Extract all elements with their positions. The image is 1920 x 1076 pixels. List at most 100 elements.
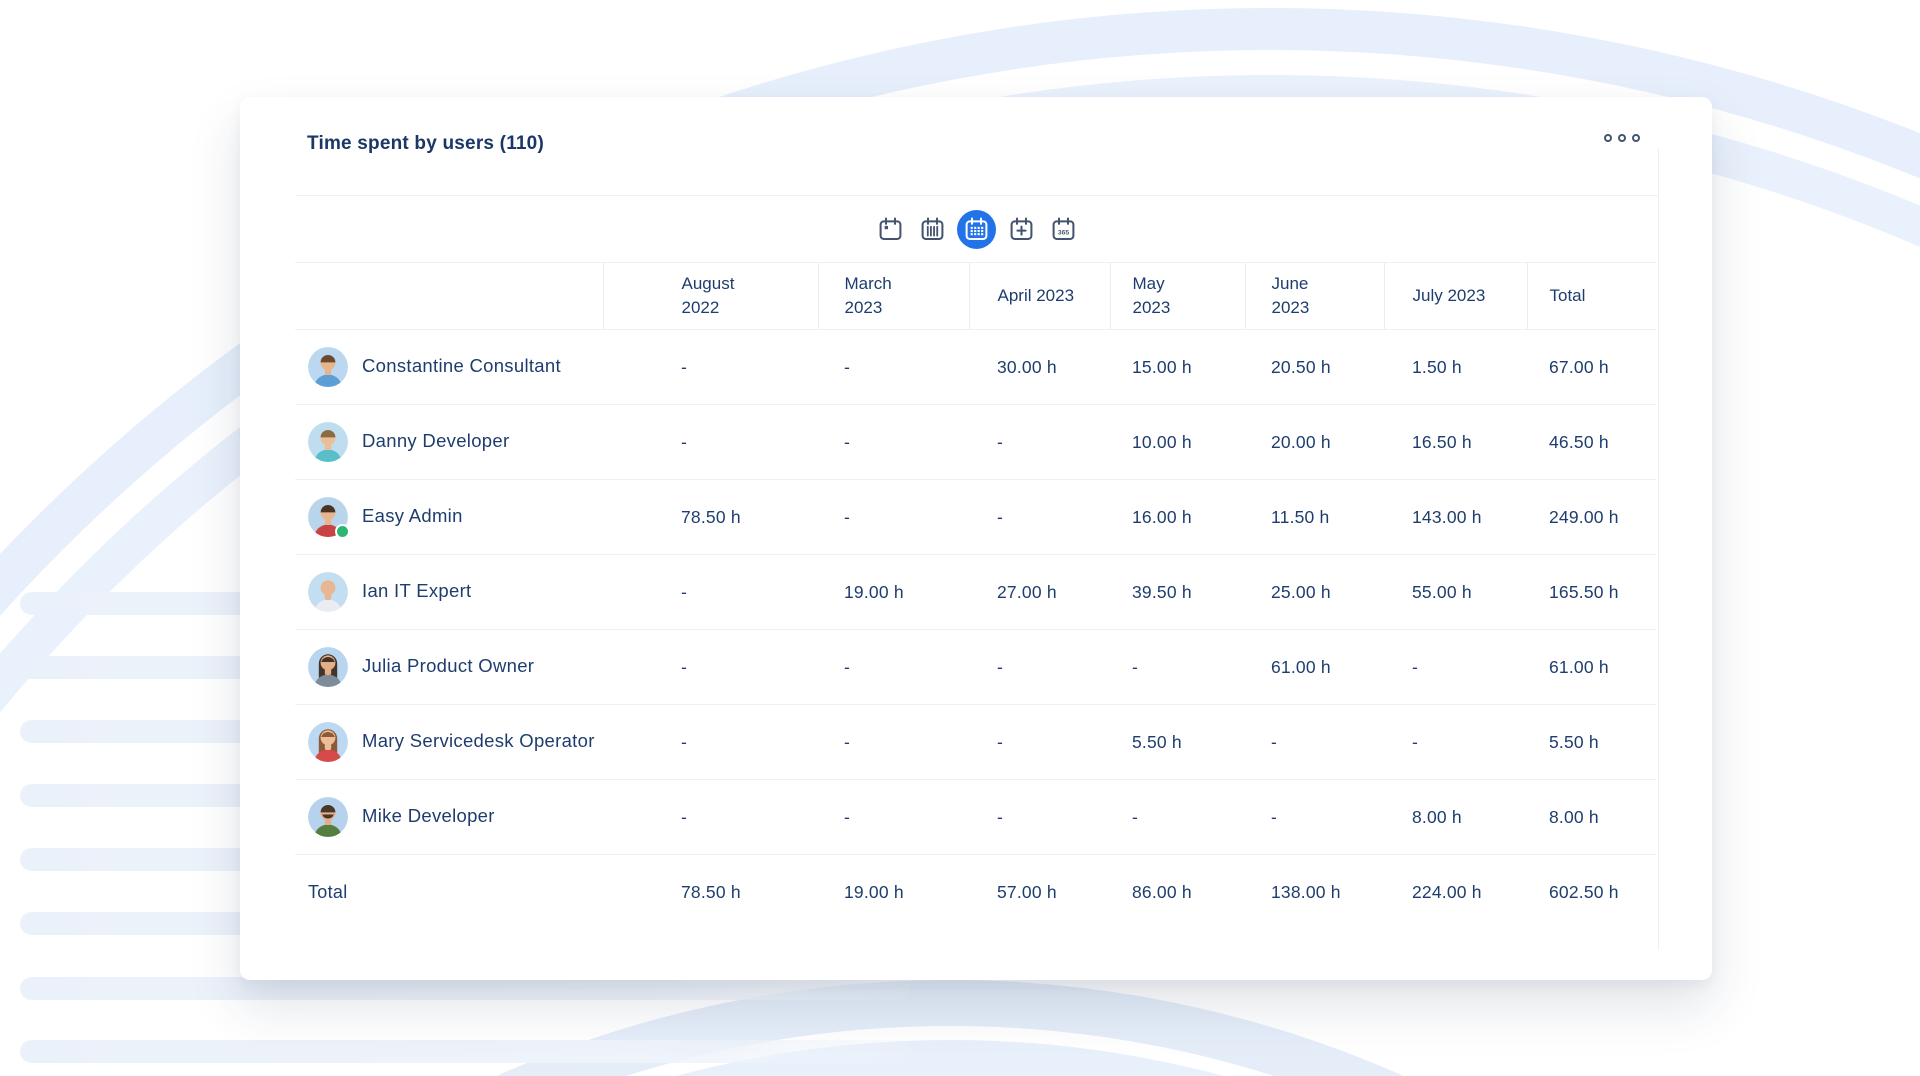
- user-avatar: [308, 647, 348, 687]
- time-cell: -: [603, 704, 818, 780]
- calendar-add-icon: [1008, 216, 1035, 243]
- user-name-cell: Ian IT Expert: [295, 554, 603, 630]
- user-column-header: [295, 263, 603, 330]
- time-cell: 165.50 h: [1527, 554, 1656, 630]
- time-cell: 46.50 h: [1527, 404, 1656, 480]
- time-cell: -: [1245, 779, 1384, 855]
- presence-indicator-online: [335, 524, 350, 539]
- user-avatar: [308, 347, 348, 387]
- user-row: Constantine Consultant - -30.00 h 15.00 h 20…: [295, 329, 1656, 405]
- ellipsis-icon: [1618, 134, 1626, 142]
- user-name: Easy Admin: [362, 504, 463, 526]
- time-cell: -: [969, 779, 1110, 855]
- ellipsis-icon: [1604, 134, 1612, 142]
- user-name: Danny Developer: [362, 429, 510, 451]
- time-spent-by-users-widget: Time spent by users (110) 365 August 202…: [240, 97, 1712, 980]
- time-cell: 10.00 h: [1110, 404, 1245, 480]
- time-cell: -: [818, 704, 969, 780]
- user-name: Mike Developer: [362, 804, 495, 826]
- view-year-button[interactable]: 365: [1046, 212, 1080, 246]
- user-name: Julia Product Owner: [362, 654, 535, 676]
- calendar-year-icon: 365: [1050, 216, 1077, 243]
- time-cell: -: [1384, 704, 1527, 780]
- total-cell: 78.50 h: [681, 881, 741, 902]
- time-cell: 67.00 h: [1527, 329, 1656, 405]
- time-cell: 78.50 h: [603, 479, 818, 555]
- user-name: Ian IT Expert: [362, 579, 472, 601]
- time-cell: 25.00 h: [1245, 554, 1384, 630]
- total-cell: 602.50 h: [1549, 881, 1619, 902]
- time-cell: -: [603, 329, 818, 405]
- time-cell: -: [818, 629, 969, 705]
- view-add-button[interactable]: [1004, 212, 1038, 246]
- ellipsis-icon: [1632, 134, 1640, 142]
- view-week-button[interactable]: [915, 212, 949, 246]
- time-cell: -: [603, 404, 818, 480]
- time-cell: -: [603, 779, 818, 855]
- total-cell: 86.00 h: [1132, 881, 1192, 902]
- column-header-mar-2023: March 2023: [817, 263, 969, 330]
- time-cell: -: [969, 479, 1110, 555]
- time-cell: 5.50 h: [1527, 704, 1656, 780]
- time-cell: -: [969, 704, 1110, 780]
- time-cell: -: [969, 404, 1110, 480]
- calendar-view-switcher: 365: [295, 196, 1658, 262]
- total-row: Total 78.50 h 19.00 h 57.00 h 86.00 h 138.00…: [295, 855, 1656, 930]
- time-cell: 27.00 h: [969, 554, 1110, 630]
- time-cell: -: [818, 329, 969, 405]
- user-row: Easy Admin 78.50 h - -16.00 h 11.50 h 143.00 …: [295, 479, 1656, 555]
- user-name: Constantine Consultant: [362, 354, 561, 376]
- header-divider: [295, 195, 1658, 196]
- time-cell: 61.00 h: [1245, 629, 1384, 705]
- user-name-cell: Mike Developer: [295, 779, 603, 855]
- user-row: Ian IT Expert -19.00 h 27.00 h 39.50 h 25.00…: [295, 554, 1656, 630]
- calendar-week-icon: [919, 216, 946, 243]
- total-cell: 224.00 h: [1412, 881, 1482, 902]
- time-cell: 15.00 h: [1110, 329, 1245, 405]
- user-name-cell: Julia Product Owner: [295, 629, 603, 705]
- widget-title: Time spent by users (110): [307, 133, 544, 154]
- column-header-apr-2023: April 2023: [968, 263, 1110, 330]
- total-cell: 19.00 h: [844, 881, 904, 902]
- table-header-row: August 2022 March 2023 April 2023 May 2023 J…: [295, 263, 1656, 330]
- time-cell: 61.00 h: [1527, 629, 1656, 705]
- calendar-month-icon: [963, 216, 990, 243]
- user-row: Julia Product Owner - - - -61.00 h -61.00 h: [295, 629, 1656, 705]
- time-cell: 16.50 h: [1384, 404, 1527, 480]
- user-row: Mike Developer - - - - -8.00 h 8.00 h: [295, 779, 1656, 855]
- time-cell: -: [818, 779, 969, 855]
- user-avatar: [308, 497, 350, 539]
- time-cell: -: [603, 629, 818, 705]
- time-cell: 1.50 h: [1384, 329, 1527, 405]
- time-cell: 8.00 h: [1527, 779, 1656, 855]
- view-month-button[interactable]: [957, 209, 996, 249]
- time-cell: -: [969, 629, 1110, 705]
- calendar-day-icon: [877, 216, 904, 243]
- time-cell: -: [1110, 629, 1245, 705]
- time-cell: -: [818, 404, 969, 480]
- time-cell: 5.50 h: [1110, 704, 1245, 780]
- time-spent-table: August 2022 March 2023 April 2023 May 2023 J…: [295, 263, 1656, 929]
- view-day-button[interactable]: [873, 212, 907, 246]
- time-cell: 39.50 h: [1110, 554, 1245, 630]
- column-header-may-2023: May 2023: [1109, 263, 1245, 330]
- user-avatar: [308, 422, 348, 462]
- scroll-area-border: [1658, 148, 1659, 950]
- user-name-cell: Easy Admin: [295, 479, 603, 555]
- skeleton-bar: [20, 977, 910, 1000]
- user-name-cell: Danny Developer: [295, 404, 603, 480]
- user-avatar: [308, 722, 348, 762]
- time-cell: -: [1384, 629, 1527, 705]
- time-cell: 143.00 h: [1384, 479, 1527, 555]
- time-cell: 19.00 h: [818, 554, 969, 630]
- time-cell: -: [818, 479, 969, 555]
- total-label: Total: [308, 881, 348, 902]
- time-cell: 249.00 h: [1527, 479, 1656, 555]
- user-name-cell: Constantine Consultant: [295, 329, 603, 405]
- user-avatar: [308, 797, 348, 837]
- more-menu-button[interactable]: [1596, 123, 1648, 153]
- time-cell: -: [603, 554, 818, 630]
- time-cell: 55.00 h: [1384, 554, 1527, 630]
- column-header-total: Total: [1526, 263, 1656, 330]
